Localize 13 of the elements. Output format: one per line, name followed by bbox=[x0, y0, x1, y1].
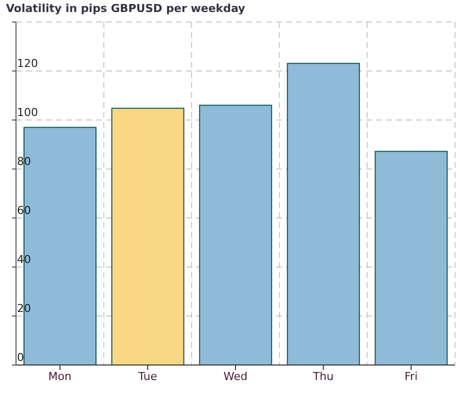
x-tick-label: Wed bbox=[224, 370, 248, 383]
x-tick-label: Mon bbox=[48, 370, 72, 383]
x-tick-label: Fri bbox=[404, 370, 418, 383]
y-tick-label: 40 bbox=[17, 253, 31, 266]
x-tick-label: Tue bbox=[137, 370, 158, 383]
chart-title: Volatility in pips GBPUSD per weekday bbox=[6, 2, 246, 15]
y-tick-label: 60 bbox=[17, 204, 31, 217]
y-tick-label: 0 bbox=[17, 351, 24, 364]
y-tick-label: 80 bbox=[17, 155, 31, 168]
y-tick-label: 120 bbox=[17, 57, 38, 70]
y-tick-label: 100 bbox=[17, 106, 38, 119]
x-tick-label: Thu bbox=[312, 370, 334, 383]
y-tick-label: 20 bbox=[17, 302, 31, 315]
